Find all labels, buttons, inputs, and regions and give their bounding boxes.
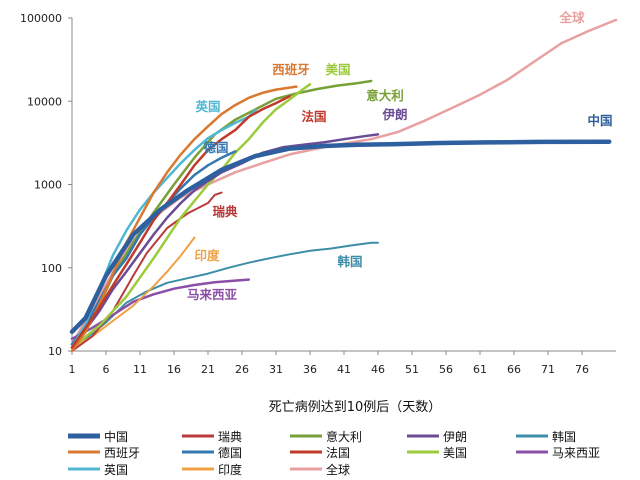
series-label-美国: 美国	[325, 62, 350, 77]
x-tick-label: 66	[507, 363, 521, 376]
series-label-法国: 法国	[301, 109, 326, 124]
legend-label-德国: 德国	[218, 445, 242, 460]
x-tick-label: 16	[167, 363, 181, 376]
legend-label-印度: 印度	[218, 462, 242, 477]
x-tick-label: 1	[69, 363, 76, 376]
legend-label-西班牙: 西班牙	[104, 446, 140, 460]
series-label-西班牙: 西班牙	[272, 62, 310, 77]
y-tick-label: 100	[41, 262, 62, 275]
legend-label-韩国: 韩国	[552, 429, 576, 444]
legend-label-英国: 英国	[104, 463, 128, 477]
legend-label-美国: 美国	[443, 446, 467, 460]
series-label-伊朗: 伊朗	[381, 107, 407, 122]
series-label-英国: 英国	[195, 99, 220, 114]
series-label-印度: 印度	[194, 248, 220, 263]
x-tick-label: 71	[541, 363, 555, 376]
series-label-马来西亚: 马来西亚	[187, 287, 238, 302]
x-tick-label: 61	[473, 363, 487, 376]
legend-label-马来西亚: 马来西亚	[552, 446, 600, 460]
series-label-瑞典: 瑞典	[212, 204, 238, 219]
legend-label-意大利: 意大利	[326, 429, 362, 444]
series-label-意大利: 意大利	[366, 88, 404, 103]
series-line-伊朗	[70, 133, 380, 349]
x-tick-label: 56	[439, 363, 453, 376]
x-axis-title: 死亡病例达到10例后（天数）	[269, 400, 442, 415]
series-label-韩国: 韩国	[337, 254, 362, 269]
x-tick-label: 41	[337, 363, 351, 376]
series-label-全球: 全球	[558, 10, 585, 25]
series-label-德国: 德国	[203, 140, 228, 155]
y-tick-label: 10	[48, 345, 62, 358]
legend-label-伊朗: 伊朗	[443, 430, 467, 444]
x-tick-label: 11	[133, 363, 147, 376]
x-tick-label: 36	[303, 363, 317, 376]
y-tick-label: 100000	[20, 12, 62, 25]
x-tick-label: 21	[201, 363, 215, 376]
x-tick-label: 26	[235, 363, 249, 376]
x-tick-label: 46	[371, 363, 385, 376]
series-line-西班牙	[70, 85, 298, 353]
x-tick-label: 6	[103, 363, 110, 376]
y-tick-label: 1000	[34, 179, 62, 192]
series-line-美国	[70, 83, 312, 349]
y-tick-label: 10000	[27, 95, 62, 108]
series-label-中国: 中国	[587, 113, 612, 128]
series-line-印度	[71, 236, 196, 349]
x-tick-label: 31	[269, 363, 283, 376]
legend-label-中国: 中国	[104, 429, 128, 444]
x-tick-label: 51	[405, 363, 419, 376]
legend-label-瑞典: 瑞典	[218, 430, 242, 444]
series-line-法国	[70, 94, 291, 349]
legend-label-全球: 全球	[326, 462, 350, 477]
series-line-中国	[69, 139, 612, 335]
x-tick-label: 76	[575, 363, 589, 376]
legend-label-法国: 法国	[326, 446, 350, 460]
